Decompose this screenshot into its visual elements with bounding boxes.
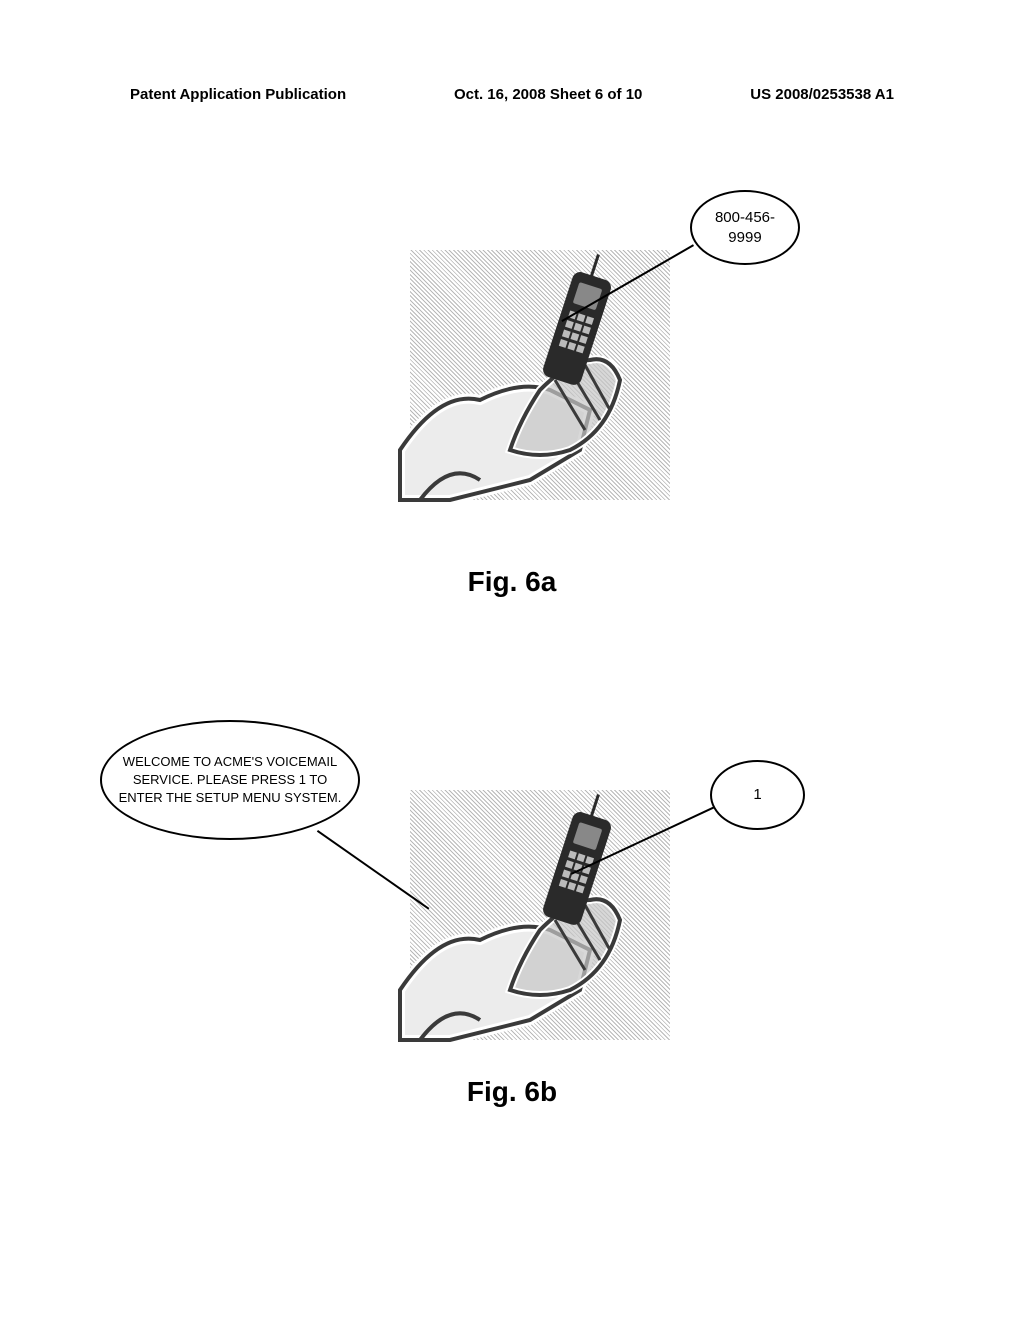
header-right: US 2008/0253538 A1 [750, 86, 894, 103]
hand-phone-svg [410, 250, 670, 500]
callout-press-1: 1 [710, 760, 805, 830]
phone-number-text: 800-456- 9999 [715, 208, 775, 247]
figure-6a: 800-456- 9999 Fig. 6a [130, 190, 894, 610]
voicemail-text: WELCOME TO ACME'S VOICEMAIL SERVICE. PLE… [112, 753, 348, 808]
header-center: Oct. 16, 2008 Sheet 6 of 10 [454, 86, 642, 103]
header-left: Patent Application Publication [130, 86, 346, 103]
page-header: Patent Application Publication Oct. 16, … [130, 86, 894, 103]
figure-label-6a: Fig. 6a [130, 566, 894, 598]
callout-voicemail-message: WELCOME TO ACME'S VOICEMAIL SERVICE. PLE… [100, 720, 360, 840]
figure-label-6b: Fig. 6b [130, 1076, 894, 1108]
phone-hand-illustration-a [410, 250, 670, 500]
press-1-text: 1 [753, 785, 761, 805]
phone-hand-illustration-b [410, 790, 670, 1040]
callout-phone-number: 800-456- 9999 [690, 190, 800, 265]
figure-6b: WELCOME TO ACME'S VOICEMAIL SERVICE. PLE… [130, 700, 894, 1120]
hand-phone-svg [410, 790, 670, 1040]
